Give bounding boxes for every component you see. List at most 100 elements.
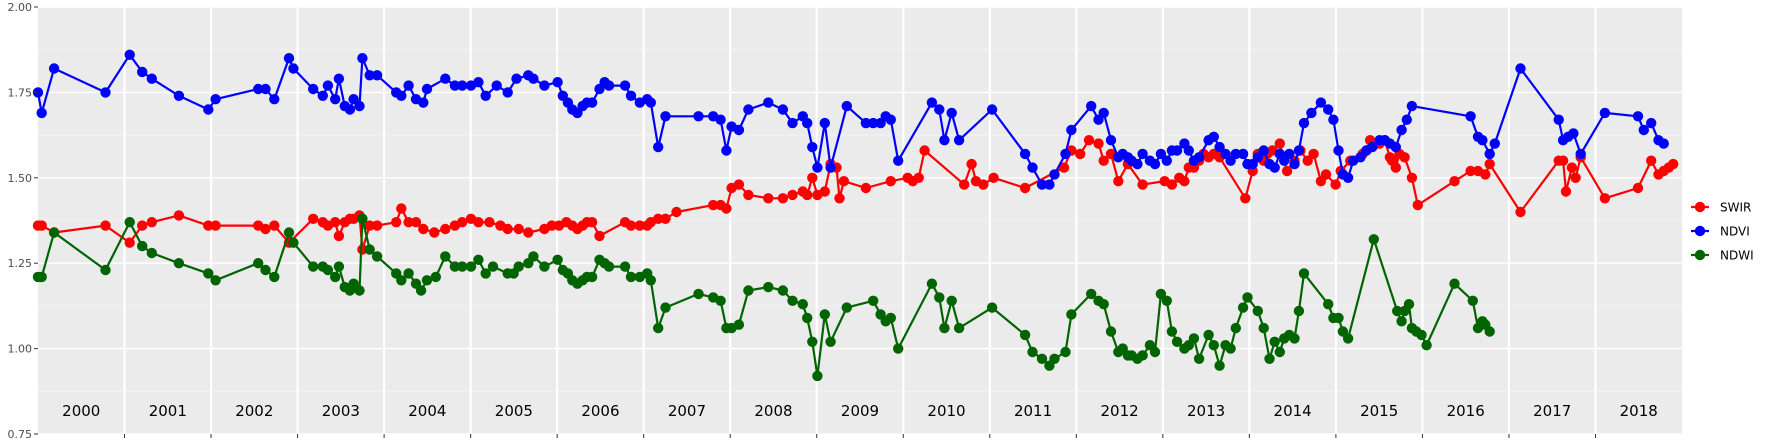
data-point-ndvi (354, 100, 365, 112)
year-label: 2010 (927, 402, 965, 420)
data-point-ndvi (812, 162, 823, 173)
data-point-ndvi (1132, 158, 1143, 170)
data-point-ndvi (1298, 117, 1310, 129)
year-label: 2007 (668, 402, 706, 420)
data-point-ndvi (539, 80, 550, 91)
data-point-ndvi (715, 114, 726, 125)
data-point-ndvi (371, 70, 383, 81)
data-point-ndwi (288, 237, 299, 248)
data-point-ndvi (1390, 141, 1402, 153)
data-point-ndwi (1036, 353, 1048, 364)
data-point-swir (308, 213, 319, 224)
data-point-ndwi (308, 261, 319, 272)
data-point-ndvi (1477, 135, 1488, 146)
data-point-swir (885, 176, 896, 187)
data-point-ndwi (1137, 350, 1148, 361)
data-point-ndwi (415, 285, 427, 296)
data-point-ndvi (1019, 148, 1031, 160)
data-point-ndwi (357, 213, 368, 224)
data-point-swir (1083, 135, 1095, 146)
data-point-swir (913, 172, 924, 183)
legend-key-point (1694, 225, 1706, 237)
data-point-ndwi (457, 261, 468, 272)
data-point-swir (978, 179, 989, 190)
data-point-ndvi (253, 83, 264, 95)
data-point-ndvi (934, 104, 945, 115)
year-label: 2006 (581, 402, 619, 420)
data-point-swir (1281, 165, 1293, 177)
data-point-ndvi (660, 111, 671, 122)
data-point-swir (203, 220, 214, 231)
data-point-swir (546, 220, 557, 231)
y-tick-label: 0.75 (8, 428, 33, 441)
data-point-ndwi (1019, 329, 1031, 341)
data-point-ndwi (645, 275, 656, 286)
data-point-ndvi (440, 73, 451, 84)
data-point-ndvi (1230, 148, 1242, 160)
data-point-ndwi (330, 271, 341, 283)
data-point-swir (919, 145, 930, 156)
data-point-swir (787, 189, 798, 201)
data-point-ndvi (868, 117, 879, 129)
data-point-swir (1570, 172, 1581, 183)
data-point-ndwi (763, 281, 774, 293)
data-point-ndwi (1368, 234, 1380, 245)
data-point-ndvi (173, 90, 185, 102)
data-point-swir (1179, 176, 1190, 187)
data-point-swir (502, 223, 513, 235)
data-point-ndwi (893, 343, 904, 354)
data-point-swir (1480, 169, 1491, 180)
data-point-swir (1166, 179, 1178, 190)
data-point-swir (210, 220, 221, 231)
data-point-ndvi (721, 145, 732, 156)
data-point-ndvi (733, 124, 745, 136)
data-point-ndwi (797, 299, 808, 310)
data-point-swir (1302, 155, 1313, 166)
data-point-ndwi (1161, 295, 1173, 306)
data-point-ndwi (1293, 305, 1305, 317)
year-label: 2018 (1620, 402, 1658, 420)
year-labels: 2000 2001 2002 2003 2004 2005 2006 2007 2008 2009… (62, 402, 1658, 420)
data-point-ndwi (787, 295, 798, 306)
data-point-ndvi (457, 80, 468, 91)
data-point-ndwi (1166, 326, 1178, 337)
data-point-swir (988, 172, 999, 183)
data-point-ndvi (893, 155, 904, 166)
data-point-ndwi (1342, 333, 1354, 344)
data-point-ndvi (586, 97, 598, 108)
data-point-swir (473, 217, 484, 228)
data-point-ndvi (819, 117, 830, 129)
year-label: 2000 (62, 402, 100, 420)
data-point-ndvi (619, 80, 631, 91)
legend-label: NDVI (1720, 225, 1750, 239)
data-point-ndvi (841, 100, 852, 112)
data-point-swir (733, 179, 745, 190)
data-point-swir (834, 193, 845, 204)
legend-item-ndwi: NDWI (1691, 249, 1754, 263)
data-point-swir (1240, 193, 1251, 204)
data-point-ndwi (1098, 299, 1109, 310)
data-point-ndwi (371, 251, 383, 262)
data-point-ndvi (269, 94, 280, 105)
year-label: 2011 (1014, 402, 1052, 420)
data-point-ndvi (330, 94, 341, 105)
data-point-ndvi (1489, 138, 1501, 149)
data-point-ndwi (1323, 299, 1334, 310)
data-point-ndvi (1515, 63, 1526, 74)
data-point-ndwi (440, 251, 451, 262)
data-point-swir (959, 179, 970, 190)
data-point-swir (513, 223, 524, 235)
data-point-ndvi (1284, 148, 1295, 160)
data-point-ndvi (322, 80, 334, 91)
data-point-ndwi (1467, 295, 1479, 306)
data-point-ndvi (480, 90, 491, 102)
data-point-ndwi (1264, 353, 1275, 364)
data-point-swir (269, 220, 280, 231)
data-point-ndwi (539, 261, 550, 272)
data-point-swir (1557, 155, 1569, 166)
data-point-ndwi (986, 302, 998, 313)
y-tick-label: 1.25 (8, 257, 33, 270)
data-point-ndwi (449, 261, 461, 272)
data-point-swir (594, 230, 605, 242)
data-point-ndvi (449, 80, 461, 91)
